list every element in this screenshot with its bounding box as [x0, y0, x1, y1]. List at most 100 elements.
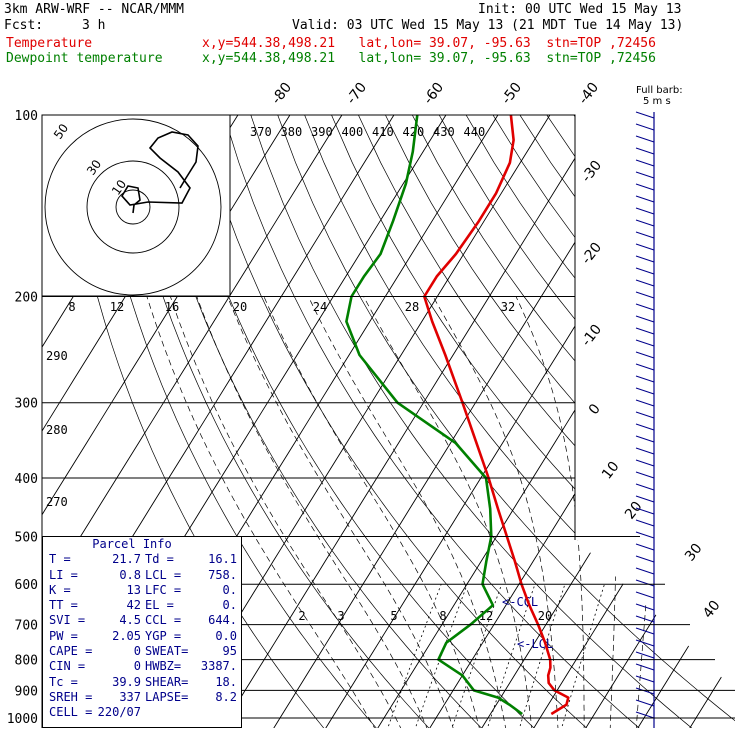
wind-barb [635, 315, 655, 323]
parcel-info-row: T = 21.7 Td = 16.1 [43, 552, 241, 567]
isotherm-line [42, 115, 239, 728]
parcel-info-value: 0 [133, 644, 141, 659]
parcel-info-key: EL = [145, 598, 174, 613]
wind-barb [635, 435, 655, 443]
wind-barb [635, 579, 655, 587]
parcel-info-key: PW = [49, 628, 78, 643]
wind-barb [635, 507, 655, 515]
parcel-info-key: TT = [49, 598, 78, 613]
mixing-ratio-label: 8 [439, 609, 446, 623]
wind-barb [635, 327, 655, 335]
valid-time: Valid: 03 UTC Wed 15 May 13 (21 MDT Tue … [292, 18, 684, 33]
model-title: 3km ARW-WRF -- NCAR/MMM [4, 2, 185, 17]
parcel-info-value: 13 [126, 582, 141, 597]
wind-barb [635, 471, 655, 479]
mixing-ratio-line [414, 584, 468, 728]
parcel-info-key: SREH = [49, 689, 93, 704]
wind-barb [635, 591, 655, 599]
theta-label: 420 [403, 125, 425, 139]
wind-barb [635, 399, 655, 407]
parcel-info-value: 16.1 [208, 552, 237, 567]
parcel-info-value: 0 [133, 659, 141, 674]
parcel-info-title: Parcel Info [92, 537, 172, 551]
forecast-hour: 3 h [82, 18, 106, 33]
wind-barb [635, 183, 655, 191]
mixing-ratio-line [450, 584, 502, 728]
theta-e-label: 290 [46, 349, 68, 363]
wind-barb [635, 447, 655, 455]
wind-barb [635, 651, 655, 659]
wind-barb [635, 291, 655, 299]
theta-label: 390 [311, 125, 333, 139]
hodograph-axis-label: 8 [68, 300, 75, 314]
theta-e-label: 270 [46, 495, 68, 509]
wind-barb [635, 375, 655, 383]
parcel-info-value: 0.0 [215, 628, 237, 643]
wind-barb [635, 459, 655, 467]
wind-barb [635, 555, 655, 563]
wind-barb [635, 171, 655, 179]
temperature-profile [422, 114, 570, 716]
parcel-info-value: 644. [208, 613, 237, 628]
pressure-label: 300 [15, 397, 38, 412]
parcel-info-key: K = [49, 582, 71, 597]
theta-label: 380 [281, 125, 303, 139]
dewpoint-legend: Dewpoint temperature [6, 51, 163, 66]
parcel-info-key: CIN = [49, 659, 86, 674]
hodograph-axis-label: 20 [233, 300, 247, 314]
parcel-info-key: Tc = [49, 674, 78, 689]
wind-barb [635, 351, 655, 359]
parcel-info-key: CAPE = [49, 644, 93, 659]
theta-label: 370 [250, 125, 272, 139]
dry-adiabat-line [196, 115, 588, 728]
dry-adiabat-line [169, 115, 535, 728]
parcel-info-key: YGP = [145, 628, 182, 643]
parcel-info-value: 95 [222, 644, 237, 659]
pressure-label: 1000 [7, 712, 38, 727]
parcel-info-value: 42 [126, 598, 141, 613]
parcel-info-row: LI = 0.8 LCL = 758. [43, 568, 241, 583]
init-time: Init: 00 UTC Wed 15 May 13 [478, 2, 682, 17]
parcel-info-row: CELL = 220/07 [43, 705, 241, 720]
wind-barb [635, 111, 655, 119]
isotherm-line [42, 115, 291, 728]
moist-adiabat-line [263, 296, 481, 728]
dewpoint-station: x,y=544.38,498.21 lat,lon= 39.07, -95.63… [202, 51, 656, 66]
pressure-label: 200 [15, 291, 38, 306]
hodograph-trace [121, 131, 199, 214]
wind-barb [635, 207, 655, 215]
hodograph-axis-label: 16 [165, 300, 179, 314]
mixing-ratio-label: 2 [298, 609, 305, 623]
parcel-info-value: 3387. [200, 659, 237, 674]
wind-barb [635, 243, 655, 251]
dry-adiabat-line [277, 115, 735, 728]
wind-barb [635, 339, 655, 347]
moist-adiabat-line [146, 296, 377, 728]
wind-barb [635, 123, 655, 131]
hodograph-ring [44, 118, 222, 296]
wind-barb [635, 687, 655, 695]
wind-barb [635, 159, 655, 167]
parcel-info-value: 337 [119, 689, 141, 704]
parcel-info-value: 2.05 [112, 628, 141, 643]
wind-barb [635, 675, 655, 683]
wind-barb [635, 711, 655, 719]
dewpoint-profile [345, 114, 523, 716]
parcel-info-value: 4.5 [119, 613, 141, 628]
dry-adiabat-line [88, 115, 377, 728]
wind-barb [635, 135, 655, 143]
dry-adiabat-line [385, 115, 735, 728]
barb-legend-units: 5 m s [643, 96, 671, 107]
isotherm-line [271, 115, 655, 728]
parcel-info-value: 8.2 [215, 689, 237, 704]
wind-barbs [635, 111, 655, 728]
theta-label: 430 [433, 125, 455, 139]
wind-barb [635, 627, 655, 635]
hodograph-axis-label: 24 [313, 300, 327, 314]
parcel-info-key: LFC = [145, 582, 182, 597]
parcel-info-value: 18. [215, 674, 237, 689]
mixing-ratio-line [560, 584, 605, 728]
wind-barb [635, 387, 655, 395]
dry-adiabat-line [115, 115, 430, 728]
parcel-info-value: 21.7 [112, 552, 141, 567]
